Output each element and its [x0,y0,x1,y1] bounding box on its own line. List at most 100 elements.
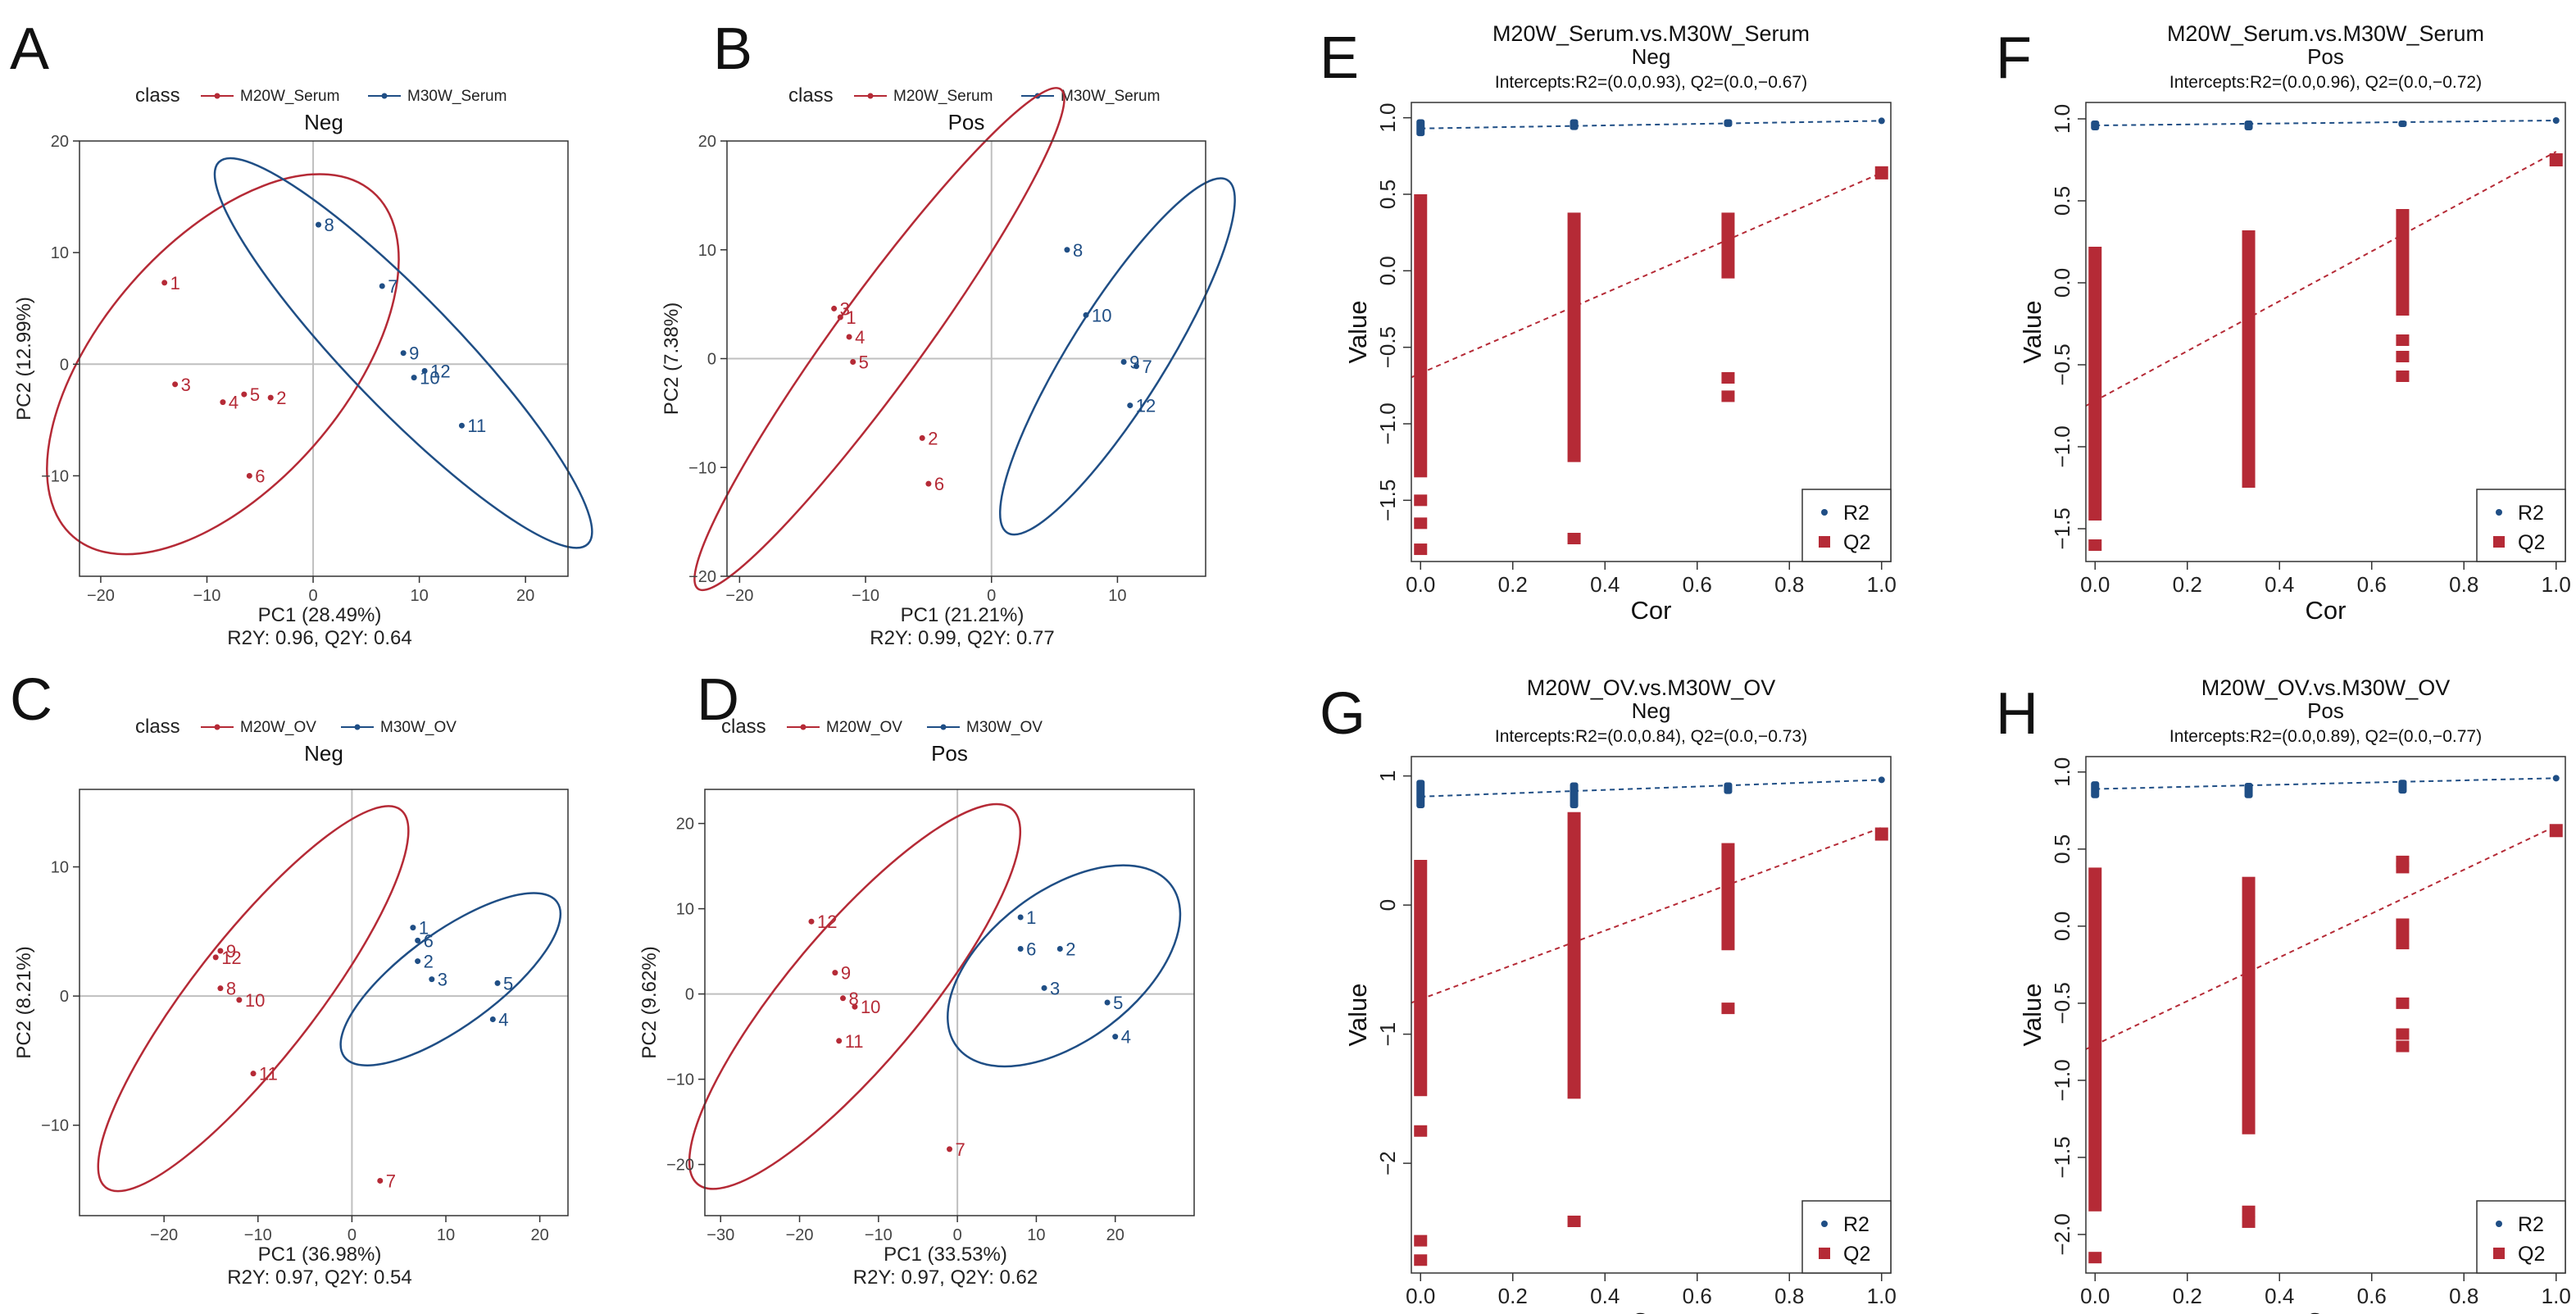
plot-border [79,140,569,577]
q2-permutation-point [1567,1216,1581,1227]
sample-point [217,948,224,954]
plot-subtitle: Neg [1632,44,1671,69]
y-tick-label: 10 [51,859,69,877]
legend-label: Q2 [1843,1243,1870,1266]
legend: class M20W_OV M30W_OV [135,716,457,738]
sample-label: 9 [409,343,419,364]
legend-label: M20W_OV [826,719,902,736]
confidence-ellipse-red [688,802,1022,1190]
legend-box [1801,489,1892,562]
confidence-ellipse-blue [213,157,593,549]
legend-key-dot [354,724,361,730]
y-tick-label: 0 [1375,899,1400,911]
sample-label: 11 [259,1064,278,1084]
sample-point [1083,311,1089,318]
sample-point [1041,984,1047,991]
legend-key-dot [867,93,874,99]
q2-original-point [2549,153,2563,166]
legend-title: class [135,84,180,107]
sample-point [377,1177,384,1184]
x-tick-label: 0.8 [1774,572,1804,597]
x-axis-label: PC1 (33.53%) [884,1244,1007,1266]
y-tick-label: −10 [41,467,69,485]
sample-label: 7 [956,1139,965,1160]
y-axis-label: PC2 (7.38%) [661,302,683,415]
y-tick-label: 0 [60,356,69,374]
q2-permutation-point [2396,997,2410,1009]
q2-permutation-point [1414,517,1428,530]
legend-label: Q2 [2518,1243,2545,1266]
sample-label: 3 [438,970,448,990]
sample-label: 12 [221,948,241,968]
x-tick-label: 0.4 [1590,1284,1620,1308]
y-tick-label: −0.5 [2050,343,2074,385]
legend-key-dot [940,724,947,730]
intercepts-text: Intercepts:R2=(0.0,0.89), Q2=(0.0,−0.77) [2169,727,2482,746]
r2-permutation-column [2091,120,2100,130]
q2-permutation-column [2242,230,2256,488]
x-tick-label: −10 [244,1226,272,1244]
sample-point [220,399,226,406]
sample-point [919,434,925,441]
sample-point [316,221,322,228]
confidence-ellipse-red [693,87,1065,592]
sample-point [846,334,852,340]
sample-point [1133,363,1139,370]
x-tick-label: 0.6 [2357,1284,2387,1308]
legend: class M20W_Serum M30W_Serum [135,84,507,107]
sample-point [1056,945,1063,952]
y-tick-label: 0.0 [2050,268,2074,298]
sample-label: 10 [245,990,265,1011]
x-tick-label: 20 [1106,1226,1124,1244]
legend-key-r2 [1821,509,1828,516]
r2-permutation-column [1570,119,1579,130]
sample-point [415,937,421,943]
x-tick-label: −10 [193,587,221,605]
y-axis-label: PC2 (8.21%) [13,946,35,1058]
x-tick-label: 10 [410,587,428,605]
sample-label: 8 [325,215,334,235]
sample-label: 3 [840,298,850,319]
legend-key-dot [381,93,388,99]
q2-permutation-point [1414,1125,1428,1137]
sample-label: 12 [817,912,837,932]
r2-original-point [2552,117,2560,124]
sample-point [837,314,843,321]
plot-title: Pos [931,741,968,766]
plot-border [79,789,569,1216]
q2-permutation-point [1721,390,1735,402]
legend-label: Q2 [2518,531,2545,554]
sample-point [840,995,847,1002]
x-tick-label: 1.0 [2542,1284,2571,1308]
x-tick-label: 0.0 [1406,572,1435,597]
confidence-ellipse-red [46,173,400,556]
sample-label: 4 [498,1009,508,1030]
x-tick-label: −20 [786,1226,814,1244]
x-axis-label: PC1 (36.98%) [258,1244,382,1266]
q2-permutation-column [2396,918,2410,950]
sample-point [1104,999,1111,1006]
x-tick-label: 0.2 [1498,1284,1528,1308]
intercepts-text: Intercepts:R2=(0.0,0.93), Q2=(0.0,−0.67) [1495,73,1807,92]
r2-permutation-column [2091,781,2100,798]
y-tick-label: −1.5 [1375,480,1400,521]
legend-key-q2 [2493,536,2505,548]
x-tick-label: 0.6 [1683,572,1712,597]
sample-label: 12 [430,361,450,381]
r2-permutation-column [1416,780,1425,808]
x-tick-label: 0.4 [1590,572,1620,597]
legend-box [2476,1200,2566,1274]
q2-original-point [1874,166,1888,180]
x-tick-label: 0.2 [2173,572,2202,597]
legend: class M20W_OV M30W_OV [721,716,1043,738]
sample-point [850,358,856,365]
sample-label: 10 [1092,305,1111,325]
q2-permutation-point [1721,1003,1735,1015]
q2-permutation-column [1567,812,1581,1099]
x-axis-label: Cor [1631,1307,1672,1314]
q2-permutation-column [1414,860,1428,1097]
legend-box [1801,1200,1892,1274]
